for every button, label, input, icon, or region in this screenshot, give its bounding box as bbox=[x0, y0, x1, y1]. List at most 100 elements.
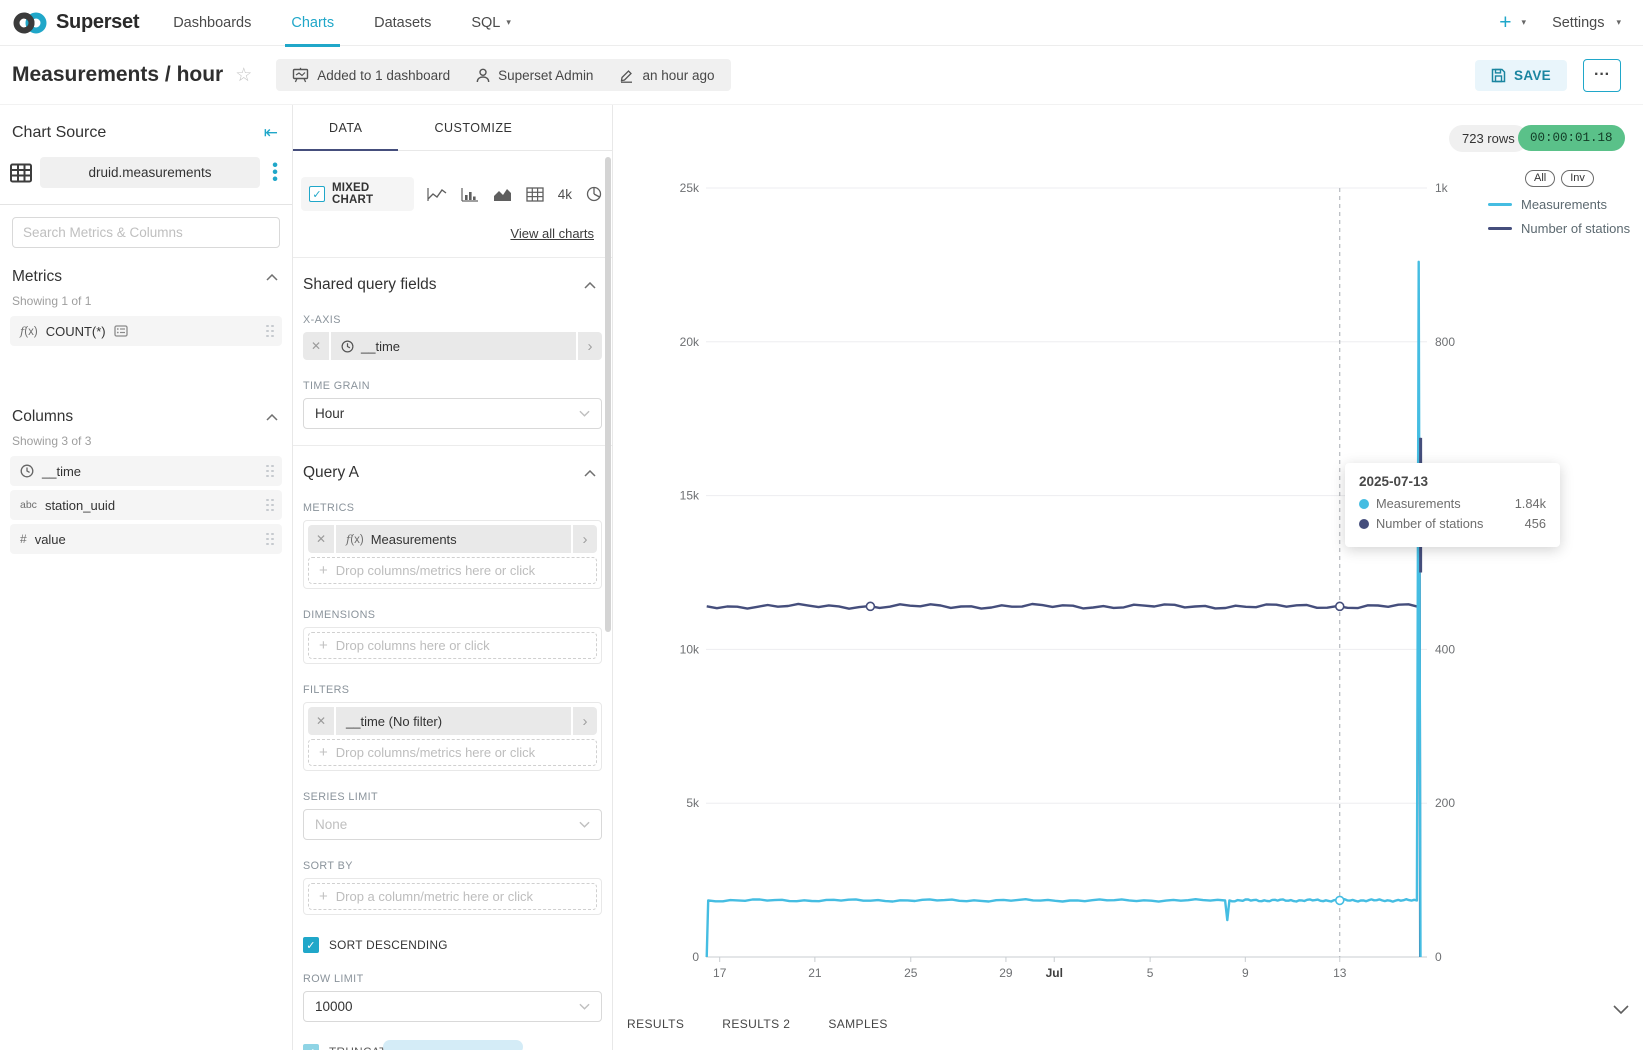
column-item-station-uuid[interactable]: abc station_uuid bbox=[10, 490, 282, 520]
chart-source-panel: Chart Source ⇤ druid.measurements ••• Me… bbox=[0, 105, 293, 1050]
tab-samples[interactable]: SAMPLES bbox=[828, 1017, 888, 1031]
chevron-up-icon[interactable] bbox=[584, 281, 596, 289]
y-left-tick-label: 20k bbox=[680, 335, 700, 349]
panel-tabs: DATA CUSTOMIZE bbox=[293, 105, 612, 151]
chevron-up-icon[interactable] bbox=[266, 273, 278, 281]
owner-badge[interactable]: Superset Admin bbox=[476, 68, 593, 83]
time-grain-select[interactable]: Hour bbox=[303, 398, 602, 429]
tab-data[interactable]: DATA bbox=[293, 105, 399, 151]
dimensions-dropzone[interactable]: + Drop columns here or click bbox=[308, 632, 597, 659]
x-tick-label: Jul bbox=[1046, 966, 1063, 980]
y-left-tick-label: 0 bbox=[692, 950, 699, 964]
nav-sql[interactable]: SQL ▾ bbox=[471, 14, 511, 31]
row-limit-select[interactable]: 10000 bbox=[303, 991, 602, 1022]
superset-logo[interactable]: Superset bbox=[0, 10, 153, 36]
legend-item-stations[interactable]: Number of stations bbox=[1488, 221, 1630, 236]
checkbox-checked-icon[interactable]: ✓ bbox=[303, 937, 319, 953]
collapse-results-chevron-icon[interactable] bbox=[1613, 1005, 1629, 1015]
nav-datasets[interactable]: Datasets bbox=[374, 14, 432, 31]
chevron-up-icon[interactable] bbox=[266, 413, 278, 421]
sort-descending-row[interactable]: ✓ SORT DESCENDING bbox=[293, 915, 612, 953]
series-limit-select[interactable]: None bbox=[303, 809, 602, 840]
tab-customize[interactable]: CUSTOMIZE bbox=[434, 120, 513, 135]
y-right-tick-label: 400 bbox=[1435, 642, 1455, 656]
save-button[interactable]: SAVE bbox=[1475, 59, 1567, 91]
bar-chart-icon[interactable] bbox=[461, 187, 479, 202]
data-point-marker bbox=[1334, 895, 1345, 906]
legend-inv-button[interactable]: Inv bbox=[1561, 170, 1594, 187]
more-options-button[interactable]: ··· bbox=[1583, 58, 1621, 92]
remove-field-icon[interactable]: ✕ bbox=[303, 332, 331, 360]
text-type-icon: abc bbox=[20, 499, 37, 511]
big-number-viz-icon[interactable]: 4k bbox=[557, 186, 572, 202]
filter-field-time[interactable]: ✕ __time (No filter) › bbox=[308, 707, 597, 735]
dataset-selector[interactable]: druid.measurements bbox=[40, 157, 260, 188]
viz-type-selected[interactable]: ✓ MIXED CHART bbox=[301, 177, 414, 211]
legend-item-measurements[interactable]: Measurements bbox=[1488, 197, 1630, 212]
collapse-panel-icon[interactable]: ⇤ bbox=[263, 123, 278, 142]
chart-tooltip: 2025-07-13 Measurements 1.84k Number of … bbox=[1345, 463, 1560, 547]
chart-legend: Measurements Number of stations bbox=[1488, 197, 1630, 236]
metric-field-measurements[interactable]: ✕ f(x) Measurements › bbox=[308, 525, 597, 553]
settings-menu[interactable]: Settings ▾ bbox=[1552, 14, 1621, 31]
favorite-star-icon[interactable]: ☆ bbox=[235, 64, 253, 86]
pie-chart-icon[interactable] bbox=[586, 186, 602, 202]
expand-field-icon[interactable]: › bbox=[571, 707, 597, 735]
x-tick-label: 25 bbox=[904, 966, 918, 980]
dashboard-easel-icon bbox=[293, 67, 309, 83]
sort-by-dropzone[interactable]: + Drop a column/metric here or click bbox=[308, 883, 597, 910]
new-item-button[interactable]: + ▾ bbox=[1499, 11, 1526, 35]
dataset-table-icon bbox=[10, 163, 32, 182]
chart-plot[interactable]: 25k1k20k80015k60010k4005k2000017212529Ju… bbox=[613, 105, 1643, 1050]
metric-item-count[interactable]: f(x) COUNT(*) bbox=[10, 316, 282, 346]
view-all-charts-link[interactable]: View all charts bbox=[510, 226, 594, 241]
tab-results-2[interactable]: RESULTS 2 bbox=[722, 1017, 791, 1031]
x-axis-field[interactable]: ✕ __time › bbox=[303, 332, 602, 360]
search-metrics-input[interactable] bbox=[12, 217, 280, 248]
legend-swatch bbox=[1488, 227, 1512, 230]
legend-all-button[interactable]: All bbox=[1525, 170, 1556, 187]
expand-field-icon[interactable]: › bbox=[576, 332, 602, 360]
y-left-tick-label: 10k bbox=[680, 642, 700, 656]
chevron-down-icon: ▾ bbox=[506, 17, 511, 27]
drag-handle-icon[interactable] bbox=[266, 532, 274, 546]
nav-dashboards[interactable]: Dashboards bbox=[173, 14, 252, 31]
tab-results[interactable]: RESULTS bbox=[627, 1017, 685, 1031]
metrics-dropzone[interactable]: + Drop columns/metrics here or click bbox=[308, 557, 597, 584]
metrics-showing-count: Showing 1 of 1 bbox=[12, 294, 92, 308]
drag-handle-icon[interactable] bbox=[266, 324, 274, 338]
remove-field-icon[interactable]: ✕ bbox=[308, 525, 336, 553]
tooltip-sliver bbox=[383, 1040, 523, 1050]
column-item-time[interactable]: __time bbox=[10, 456, 282, 486]
drag-handle-icon[interactable] bbox=[266, 498, 274, 512]
data-point-marker bbox=[865, 601, 876, 612]
dataset-options-kebab-icon[interactable]: • • • bbox=[272, 156, 278, 189]
chart-source-header: Chart Source bbox=[12, 124, 107, 141]
expand-field-icon[interactable]: › bbox=[571, 525, 597, 553]
drag-handle-icon[interactable] bbox=[266, 464, 274, 478]
line-chart-icon[interactable] bbox=[427, 187, 447, 202]
legend-toggle-buttons: All Inv bbox=[1525, 170, 1594, 187]
titlebar-actions: SAVE ··· bbox=[1475, 58, 1621, 92]
checkbox-checked-icon[interactable]: ✓ bbox=[303, 1044, 319, 1050]
dashboards-badge[interactable]: Added to 1 dashboard bbox=[292, 67, 450, 83]
nav-charts[interactable]: Charts bbox=[271, 0, 354, 47]
filters-dropzone[interactable]: + Drop columns/metrics here or click bbox=[308, 739, 597, 766]
page-title: Measurements / hour bbox=[12, 63, 224, 86]
remove-field-icon[interactable]: ✕ bbox=[308, 707, 336, 735]
panel-scrollbar[interactable] bbox=[605, 157, 611, 632]
tooltip-row-measurements: Measurements 1.84k bbox=[1359, 496, 1546, 511]
y-right-tick-label: 1k bbox=[1435, 181, 1449, 195]
table-icon[interactable] bbox=[526, 186, 544, 202]
last-modified-badge[interactable]: an hour ago bbox=[619, 68, 715, 83]
dimensions-control: + Drop columns here or click bbox=[303, 627, 602, 664]
chevron-up-icon[interactable] bbox=[584, 469, 596, 477]
y-right-tick-label: 200 bbox=[1435, 796, 1455, 810]
area-chart-icon[interactable] bbox=[493, 187, 512, 202]
series-line-measurements bbox=[705, 260, 1422, 958]
query-a-header: Query A bbox=[303, 464, 359, 481]
number-type-icon: # bbox=[20, 532, 27, 546]
metric-detail-icon bbox=[113, 325, 128, 337]
time-grain-label: TIME GRAIN bbox=[303, 380, 370, 392]
column-item-value[interactable]: # value bbox=[10, 524, 282, 554]
